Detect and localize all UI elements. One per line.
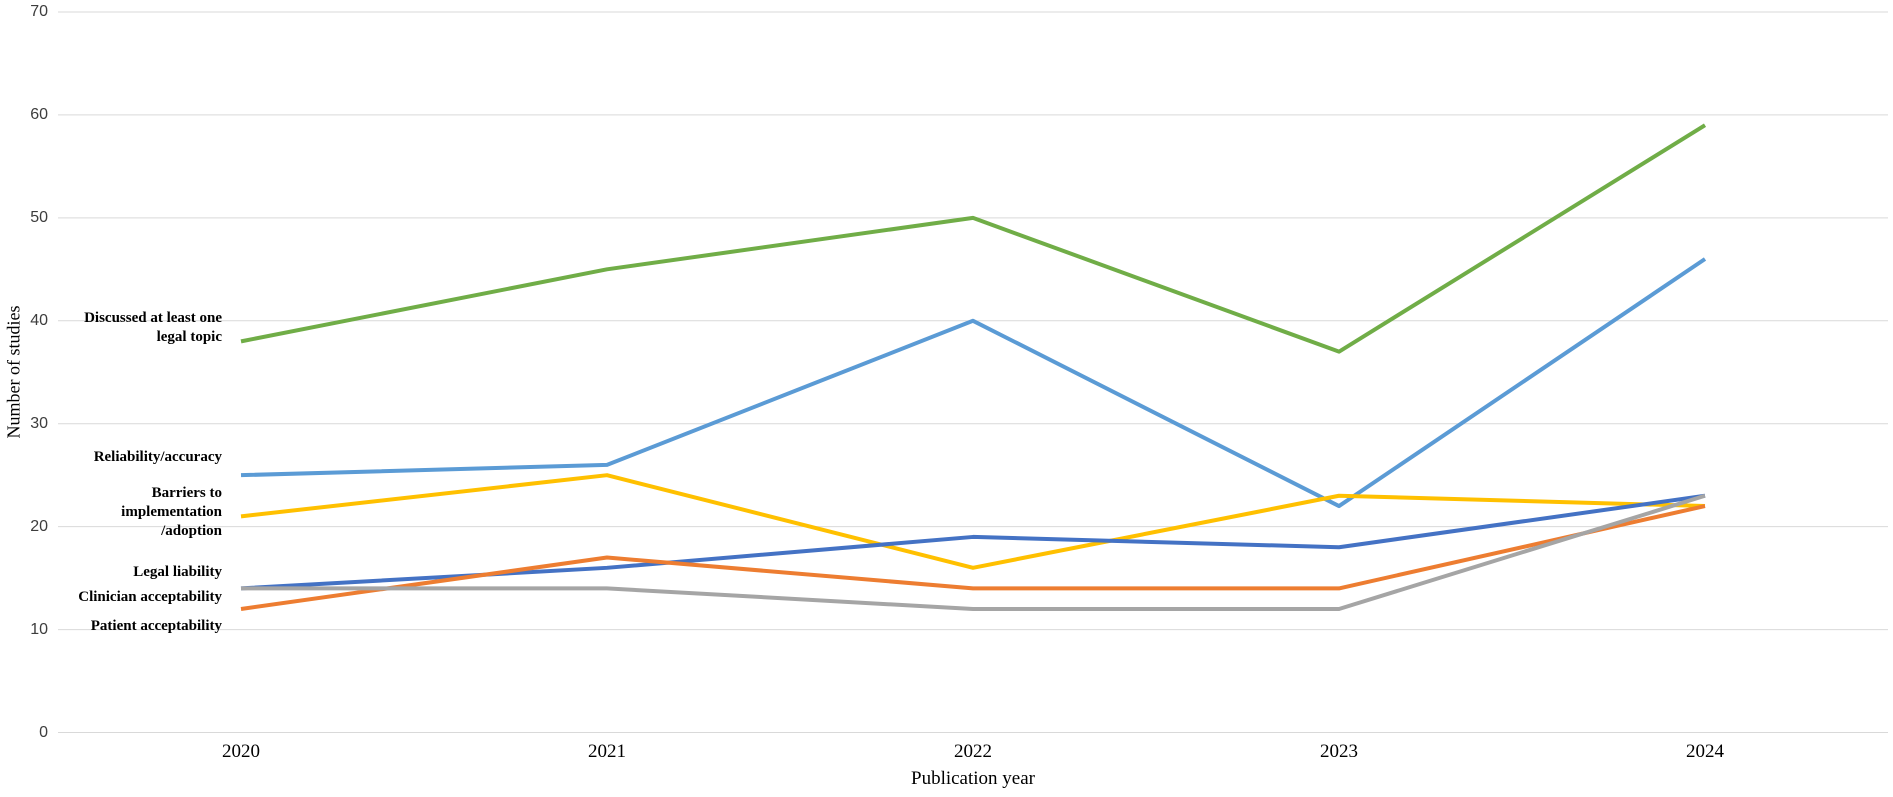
x-tick-label-2020: 2020 xyxy=(222,741,260,762)
y-tick-label-20: 20 xyxy=(30,517,48,535)
x-tick-label-2022: 2022 xyxy=(954,741,992,762)
series-line-5 xyxy=(241,493,1706,611)
y-axis-title: Number of studies xyxy=(3,305,24,439)
series-label-legal-liability: Legal liability xyxy=(133,564,222,580)
series-line-4 xyxy=(240,504,1706,611)
series-line-3 xyxy=(240,493,1706,591)
series-label-reliability-accuracy: Reliability/accuracy xyxy=(93,449,222,465)
series-label-patient-acceptability: Patient acceptability xyxy=(90,618,222,634)
series-line-1 xyxy=(240,257,1707,509)
x-tick-label-2021: 2021 xyxy=(588,741,626,762)
x-tick-label-2024: 2024 xyxy=(1686,741,1724,762)
x-axis-title: Publication year xyxy=(911,768,1035,789)
y-tick-label-50: 50 xyxy=(30,208,48,226)
series-line-2 xyxy=(240,473,1706,570)
series-line-0 xyxy=(240,123,1707,354)
series-label-barriers-implementation-adoption: Barriers to implementation /adoption xyxy=(121,485,222,539)
y-tick-label-70: 70 xyxy=(30,3,48,20)
y-tick-label-10: 10 xyxy=(30,620,48,638)
series-label-discussed-legal-topic: Discussed at least one legal topic xyxy=(84,310,222,345)
series-label-clinician-acceptability: Clinician acceptability xyxy=(78,589,222,605)
y-tick-label-40: 40 xyxy=(30,311,48,329)
y-tick-label-0: 0 xyxy=(39,723,48,741)
y-tick-label-60: 60 xyxy=(30,105,48,123)
x-tick-label-2023: 2023 xyxy=(1320,741,1358,762)
y-tick-label-30: 30 xyxy=(30,414,48,432)
